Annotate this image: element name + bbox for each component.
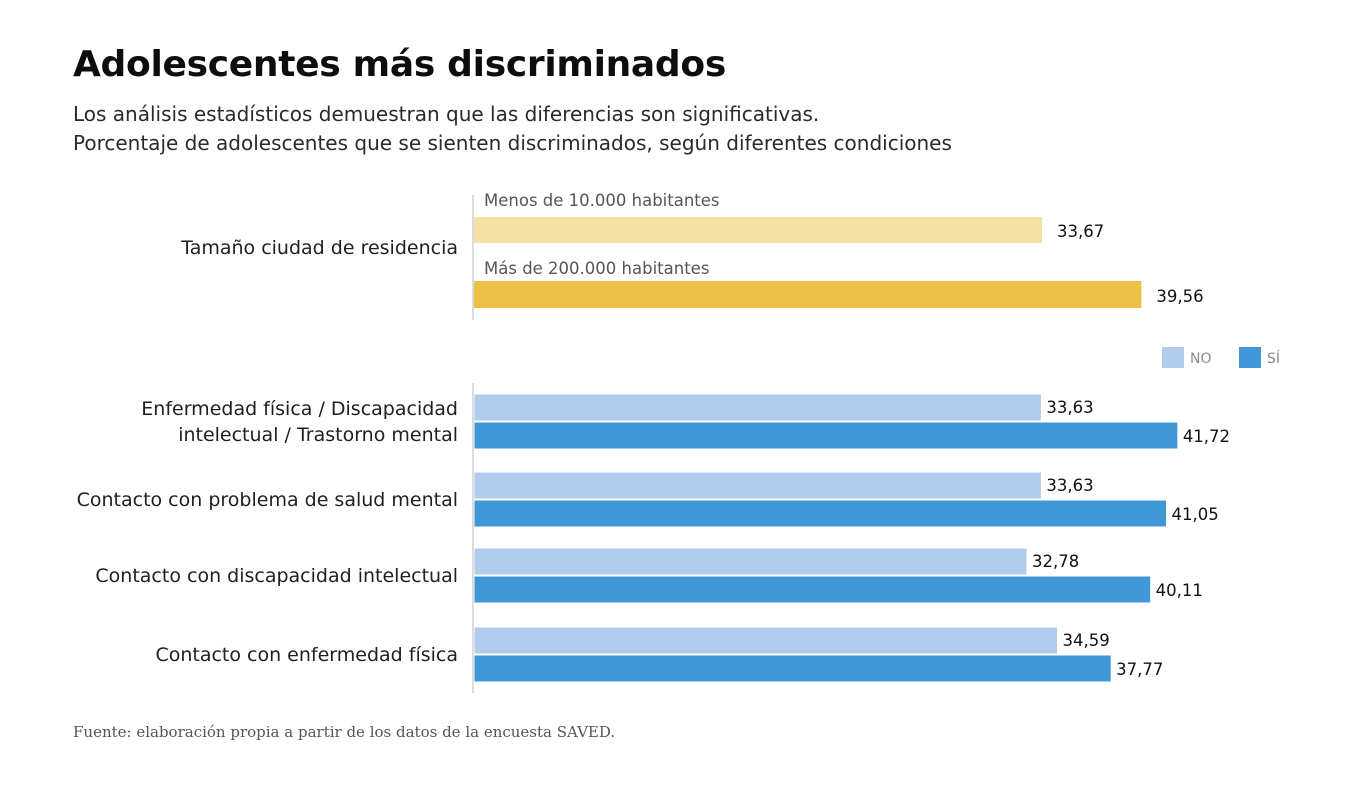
value-label-combined-condition-no: 33,63	[1046, 398, 1093, 417]
value-label-combined-condition-si: 41,72	[1183, 427, 1230, 446]
value-label-intellectual-disability-contact-si: 40,11	[1156, 581, 1203, 600]
category-label-physical-illness-contact: Contacto con enfermedad física	[155, 644, 458, 666]
category-label-intellectual-disability-contact: Contacto con discapacidad intelectual	[95, 565, 458, 587]
value-label-physical-illness-contact-no: 34,59	[1063, 631, 1110, 650]
chart-subtitle-line-1: Los análisis estadísticos demuestran que…	[73, 102, 820, 126]
value-label-large-city: 39,56	[1156, 287, 1203, 306]
source-note: Fuente: elaboración propia a partir de l…	[73, 723, 616, 741]
value-label-small-town: 33,67	[1057, 222, 1104, 241]
series-name-small-town: Menos de 10.000 habitantes	[484, 191, 720, 210]
category-label-combined-condition-line-2: intelectual / Trastorno mental	[178, 424, 458, 446]
bar-physical-illness-contact-no	[473, 626, 1059, 655]
bar-large-city	[474, 281, 1142, 308]
value-label-mental-health-contact-no: 33,63	[1046, 476, 1093, 495]
legend-label-no: NO	[1190, 351, 1212, 367]
series-name-large-city: Más de 200.000 habitantes	[484, 259, 709, 278]
bar-combined-condition-no	[473, 393, 1042, 422]
bar-small-town	[474, 217, 1043, 243]
chart-title: Adolescentes más discriminados	[73, 44, 726, 85]
legend-swatch-no	[1162, 347, 1184, 368]
category-label-city-size: Tamaño ciudad de residencia	[180, 237, 458, 259]
category-label-mental-health-contact: Contacto con problema de salud mental	[77, 489, 458, 511]
bar-mental-health-contact-no	[473, 471, 1042, 500]
value-label-mental-health-contact-si: 41,05	[1172, 505, 1219, 524]
value-label-physical-illness-contact-si: 37,77	[1116, 660, 1163, 679]
bar-combined-condition-si	[473, 421, 1179, 450]
chart-subtitle-line-2: Porcentaje de adolescentes que se siente…	[73, 131, 952, 155]
bar-intellectual-disability-contact-no	[473, 547, 1028, 576]
legend-label-si: SÍ	[1267, 350, 1280, 367]
value-label-intellectual-disability-contact-no: 32,78	[1032, 552, 1079, 571]
bar-mental-health-contact-si	[473, 499, 1168, 528]
legend-swatch-si	[1239, 347, 1261, 368]
category-label-combined-condition-line-1: Enfermedad física / Discapacidad	[141, 398, 458, 420]
bar-intellectual-disability-contact-si	[473, 575, 1152, 604]
bar-physical-illness-contact-si	[473, 654, 1112, 683]
